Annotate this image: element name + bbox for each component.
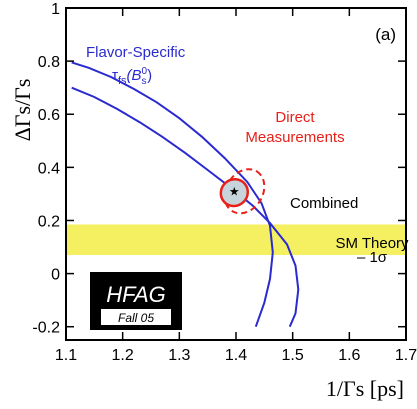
x-axis-title: 1/Γs [ps] xyxy=(326,376,404,401)
direct-label-line2: Measurements xyxy=(245,129,344,146)
flavor-specific-curve-1 xyxy=(71,61,274,328)
flavor-specific-label: Flavor-Specific xyxy=(86,44,186,61)
tau-argument: (B xyxy=(127,67,142,84)
y-tick-label: 1 xyxy=(51,1,60,18)
direct-label-line1: Direct xyxy=(275,109,315,126)
x-tick-label: 1.1 xyxy=(55,347,77,364)
hfag-logo-subtitle: Fall 05 xyxy=(118,311,154,325)
x-tick-label: 1.5 xyxy=(282,347,304,364)
combined-ellipse xyxy=(219,177,250,208)
x-tick-label: 1.4 xyxy=(225,347,247,364)
y-tick-label: 0.4 xyxy=(38,160,60,177)
hfag-logo-title: HFAG xyxy=(106,282,165,307)
flavor-specific-tau-label: τfs(Bs0) xyxy=(112,66,152,87)
direct-measurements-ellipse xyxy=(223,168,266,215)
x-tick-label: 1.3 xyxy=(168,347,190,364)
tau-subscript: fs xyxy=(118,75,127,87)
y-tick-label: 0.2 xyxy=(38,213,60,230)
y-tick-label: -0.2 xyxy=(32,320,60,337)
panel-label: (a) xyxy=(375,25,396,44)
y-tick-label: 0 xyxy=(51,267,60,284)
hfag-logo-subtitle-box xyxy=(101,309,171,325)
sm-theory-label-line2: – 1σ xyxy=(357,249,388,266)
x-tick-label: 1.2 xyxy=(112,347,134,364)
y-axis-title: ΔΓs/Γs xyxy=(10,79,35,142)
y-tick-label: 0.6 xyxy=(38,107,60,124)
tau-close-paren: ) xyxy=(147,67,152,84)
tau-symbol: τ xyxy=(112,67,118,84)
x-tick-label: 1.7 xyxy=(395,347,417,364)
x-tick-label: 1.6 xyxy=(338,347,360,364)
ticks-group: 1.1 1.2 1.3 1.4 1.5 1.6 1.7 -0.2 0 0.2 0.4 0.6 0.8 1 1… xyxy=(10,1,417,401)
y-tick-label: 0.8 xyxy=(38,54,60,71)
sm-theory-band xyxy=(66,224,406,256)
plot-area: ★ xyxy=(66,61,406,328)
annotations-group: (a) Flavor-Specific τfs(Bs0) Direct Measurem… xyxy=(86,25,409,330)
sm-theory-label-line1: SM Theory xyxy=(335,235,409,252)
b-superscript: 0 xyxy=(142,66,148,77)
combined-star-marker: ★ xyxy=(229,184,240,198)
b-subscript: s xyxy=(142,76,147,87)
combined-label: Combined xyxy=(290,195,358,212)
